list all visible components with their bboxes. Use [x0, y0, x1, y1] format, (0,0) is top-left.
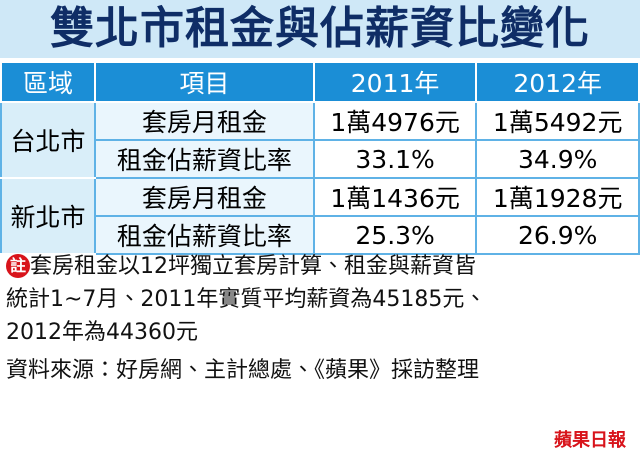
note-line: 2012年為44360元: [6, 320, 198, 345]
value-cell: 33.1%: [312, 139, 478, 179]
header-row: 區域 項目 2011年 2012年: [0, 61, 640, 103]
data-table: 區域 項目 2011年 2012年 台北市 套房月租金 1萬4976元 1萬54…: [0, 61, 640, 255]
note-line: 套房租金以12坪獨立套房計算、租金與薪資皆: [30, 254, 476, 279]
logo: 蘋果日報: [554, 430, 626, 451]
value-cell: 1萬1928元: [475, 177, 640, 217]
table-row: 租金佔薪資比率 25.3% 26.9%: [1, 215, 640, 255]
value-cell: 34.9%: [475, 139, 640, 179]
region-cell: 台北市: [0, 101, 96, 179]
column-header: 區域: [0, 61, 96, 103]
column-header: 2012年: [475, 61, 640, 103]
region-cell: 新北市: [0, 177, 96, 255]
column-header: 2011年: [312, 61, 478, 103]
table-row: 台北市 套房月租金 1萬4976元 1萬5492元: [0, 101, 640, 179]
value-cell: 25.3%: [312, 215, 478, 255]
column-header: 項目: [94, 61, 315, 103]
value-cell: 1萬4976元: [312, 101, 478, 141]
item-cell: 套房月租金: [94, 177, 315, 217]
title: 雙北市租金與佔薪資比變化: [0, 0, 640, 58]
note-line: 統計1~7月、2011年實質平均薪資為45185元、: [6, 287, 487, 312]
item-cell: 套房月租金: [94, 101, 315, 141]
table-row: 租金佔薪資比率 33.1% 34.9%: [1, 139, 640, 179]
item-cell: 租金佔薪資比率: [94, 215, 315, 255]
source: 資料來源：好房網、主計總處、《蘋果》採訪整理: [6, 358, 480, 383]
value-cell: 26.9%: [475, 215, 640, 255]
value-cell: 1萬5492元: [475, 101, 640, 141]
note-badge: 註: [6, 254, 30, 278]
value-cell: 1萬1436元: [312, 177, 478, 217]
note: 註套房租金以12坪獨立套房計算、租金與薪資皆 統計1~7月、2011年實質平均薪…: [6, 250, 636, 349]
table-row: 新北市 套房月租金 1萬1436元 1萬1928元: [0, 177, 640, 255]
item-cell: 租金佔薪資比率: [94, 139, 315, 179]
